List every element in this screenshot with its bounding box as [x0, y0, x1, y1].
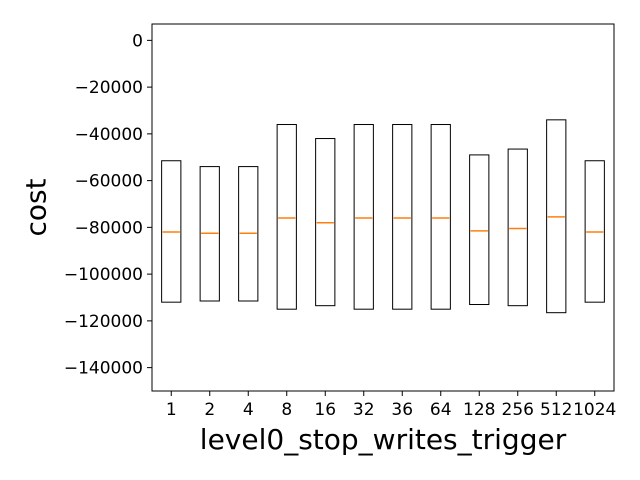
box-8: [276, 124, 297, 310]
x-tick-label: 128: [463, 400, 495, 420]
y-axis-label: cost: [20, 178, 53, 236]
x-tick-label: 4: [243, 400, 254, 420]
x-tick-label: 36: [391, 400, 413, 420]
x-tick-label: 64: [430, 400, 452, 420]
x-tick-label: 1: [166, 400, 177, 420]
box-32: [353, 124, 374, 310]
box-256: [507, 148, 528, 307]
y-tick-label: −140000: [64, 359, 143, 379]
box-4: [238, 166, 259, 302]
x-ticks: 1 2 4 8 16 32 36 64 128 256 512 1024: [166, 391, 616, 420]
box-512: [546, 119, 567, 314]
y-tick-label: −20000: [75, 78, 143, 98]
x-tick-label: 1024: [573, 400, 616, 420]
boxes-layer: [161, 119, 605, 314]
x-tick-label: 2: [204, 400, 215, 420]
y-ticks: 0 −20000 −40000 −60000 −80000 −100000 −120000 −…: [64, 31, 152, 379]
x-tick-label: 32: [353, 400, 375, 420]
box-64: [430, 124, 451, 310]
plot-area-frame: [151, 23, 615, 392]
y-tick-label: −80000: [75, 218, 143, 238]
x-tick-label: 512: [540, 400, 572, 420]
box-16: [315, 138, 336, 307]
y-tick-label: 0: [132, 31, 143, 51]
box-128: [469, 154, 490, 306]
x-axis-label: level0_stop_writes_trigger: [200, 423, 567, 456]
x-tick-label: 8: [281, 400, 292, 420]
box-2: [199, 166, 220, 302]
y-tick-label: −40000: [75, 125, 143, 145]
y-tick-label: −120000: [64, 312, 143, 332]
x-tick-label: 256: [502, 400, 534, 420]
box-36: [392, 124, 413, 310]
box-1024: [584, 160, 605, 303]
x-tick-label: 16: [314, 400, 336, 420]
y-tick-label: −60000: [75, 172, 143, 192]
y-tick-label: −100000: [64, 265, 143, 285]
box-1: [161, 160, 182, 303]
